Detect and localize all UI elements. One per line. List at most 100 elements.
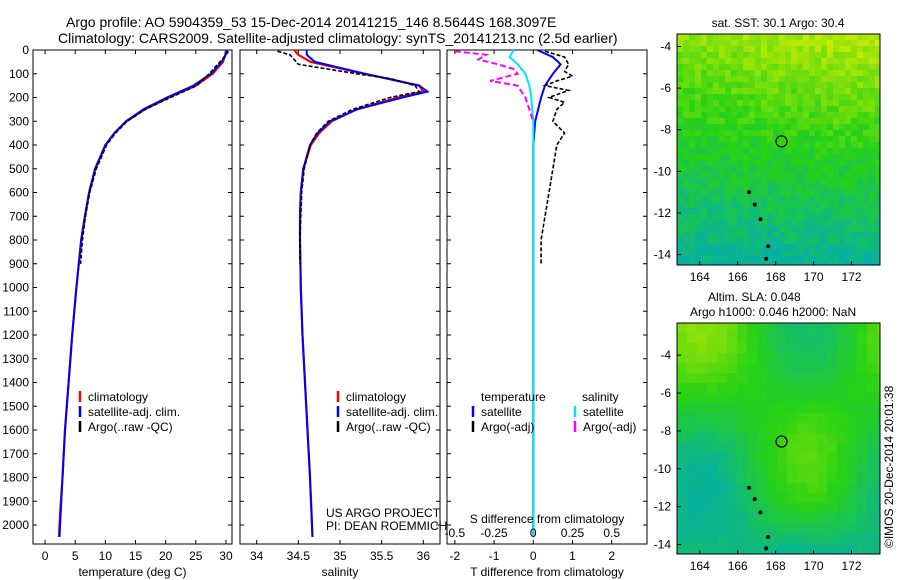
- map-cell: [683, 88, 689, 94]
- map-cell: [731, 76, 737, 82]
- map-cell: [869, 40, 875, 46]
- map-cell: [747, 453, 757, 463]
- legend-label: Argo(..raw -QC): [346, 420, 431, 434]
- map-cell: [845, 88, 851, 94]
- map-cell: [737, 413, 747, 423]
- map-cell: [851, 40, 857, 46]
- map-cell: [773, 160, 779, 166]
- map-cell: [707, 533, 717, 543]
- map-cell: [877, 473, 880, 483]
- map-cell: [797, 244, 803, 250]
- map-cell: [773, 142, 779, 148]
- map-cell: [779, 112, 785, 118]
- map-cell: [695, 112, 701, 118]
- map-cell: [677, 166, 683, 172]
- map-cell: [777, 333, 787, 343]
- map-cell: [697, 493, 707, 503]
- map-cell: [767, 112, 773, 118]
- map-cell: [857, 196, 863, 202]
- map-cell: [867, 353, 877, 363]
- map-cell: [851, 244, 857, 250]
- x-tick-label: 2: [608, 549, 615, 563]
- map-cell: [767, 166, 773, 172]
- map-cell: [701, 196, 707, 202]
- map-cell: [851, 88, 857, 94]
- map-cell: [701, 178, 707, 184]
- y-tick-label: -14: [654, 538, 672, 552]
- map-cell: [687, 473, 697, 483]
- map-cell: [749, 58, 755, 64]
- map-cell: [791, 70, 797, 76]
- map-cell: [773, 52, 779, 58]
- map-cell: [719, 202, 725, 208]
- s-tick-label: 0.5: [603, 526, 620, 540]
- map-cell: [803, 154, 809, 160]
- map-cell: [815, 178, 821, 184]
- map-cell: [845, 46, 851, 52]
- map-cell: [803, 88, 809, 94]
- map-cell: [755, 238, 761, 244]
- map-cell: [827, 443, 837, 453]
- legend-label: satellite-adj. clim.: [88, 405, 180, 419]
- map-cell: [817, 533, 827, 543]
- map-cell: [757, 473, 767, 483]
- map-cell: [837, 413, 847, 423]
- map-cell: [827, 46, 833, 52]
- map-cell: [677, 70, 683, 76]
- map-cell: [779, 178, 785, 184]
- map-cell: [761, 220, 767, 226]
- map-cell: [737, 262, 743, 265]
- map-cell: [809, 226, 815, 232]
- map-cell: [851, 100, 857, 106]
- map-cell: [827, 383, 837, 393]
- map-cell: [857, 413, 867, 423]
- map-cell: [683, 160, 689, 166]
- map-cell: [875, 262, 880, 265]
- map-cell: [807, 423, 817, 433]
- map-cell: [717, 393, 727, 403]
- map-cell: [803, 142, 809, 148]
- map-cell: [749, 232, 755, 238]
- map-cell: [791, 166, 797, 172]
- map-cell: [713, 232, 719, 238]
- y-tick-label: 1200: [2, 328, 29, 342]
- map-cell: [821, 112, 827, 118]
- map-cell: [727, 543, 737, 553]
- map-cell: [833, 100, 839, 106]
- map-cell: [767, 393, 777, 403]
- map-cell: [743, 166, 749, 172]
- map-cell: [877, 413, 880, 423]
- map-cell: [773, 106, 779, 112]
- map-cell: [713, 154, 719, 160]
- map-cell: [677, 523, 687, 533]
- island-mark: [766, 534, 771, 539]
- map-cell: [787, 363, 797, 373]
- map-cell: [877, 503, 880, 513]
- map-cell: [767, 88, 773, 94]
- map-cell: [785, 226, 791, 232]
- map-cell: [707, 513, 717, 523]
- map-cell: [817, 513, 827, 523]
- sla-map-title-line2: Argo h1000: 0.046 h2000: NaN: [690, 305, 856, 319]
- map-cell: [743, 130, 749, 136]
- map-cell: [731, 262, 737, 265]
- map-cell: [719, 130, 725, 136]
- map-cell: [833, 214, 839, 220]
- map-cell: [867, 373, 877, 383]
- map-cell: [713, 166, 719, 172]
- map-cell: [747, 433, 757, 443]
- map-cell: [737, 443, 747, 453]
- map-cell: [689, 88, 695, 94]
- map-cell: [773, 208, 779, 214]
- map-cell: [833, 130, 839, 136]
- map-cell: [695, 256, 701, 262]
- map-cell: [719, 154, 725, 160]
- map-cell: [869, 82, 875, 88]
- map-cell: [749, 190, 755, 196]
- map-cell: [719, 106, 725, 112]
- map-cell: [827, 100, 833, 106]
- map-cell: [817, 413, 827, 423]
- map-cell: [869, 244, 875, 250]
- map-cell: [833, 58, 839, 64]
- map-cell: [707, 220, 713, 226]
